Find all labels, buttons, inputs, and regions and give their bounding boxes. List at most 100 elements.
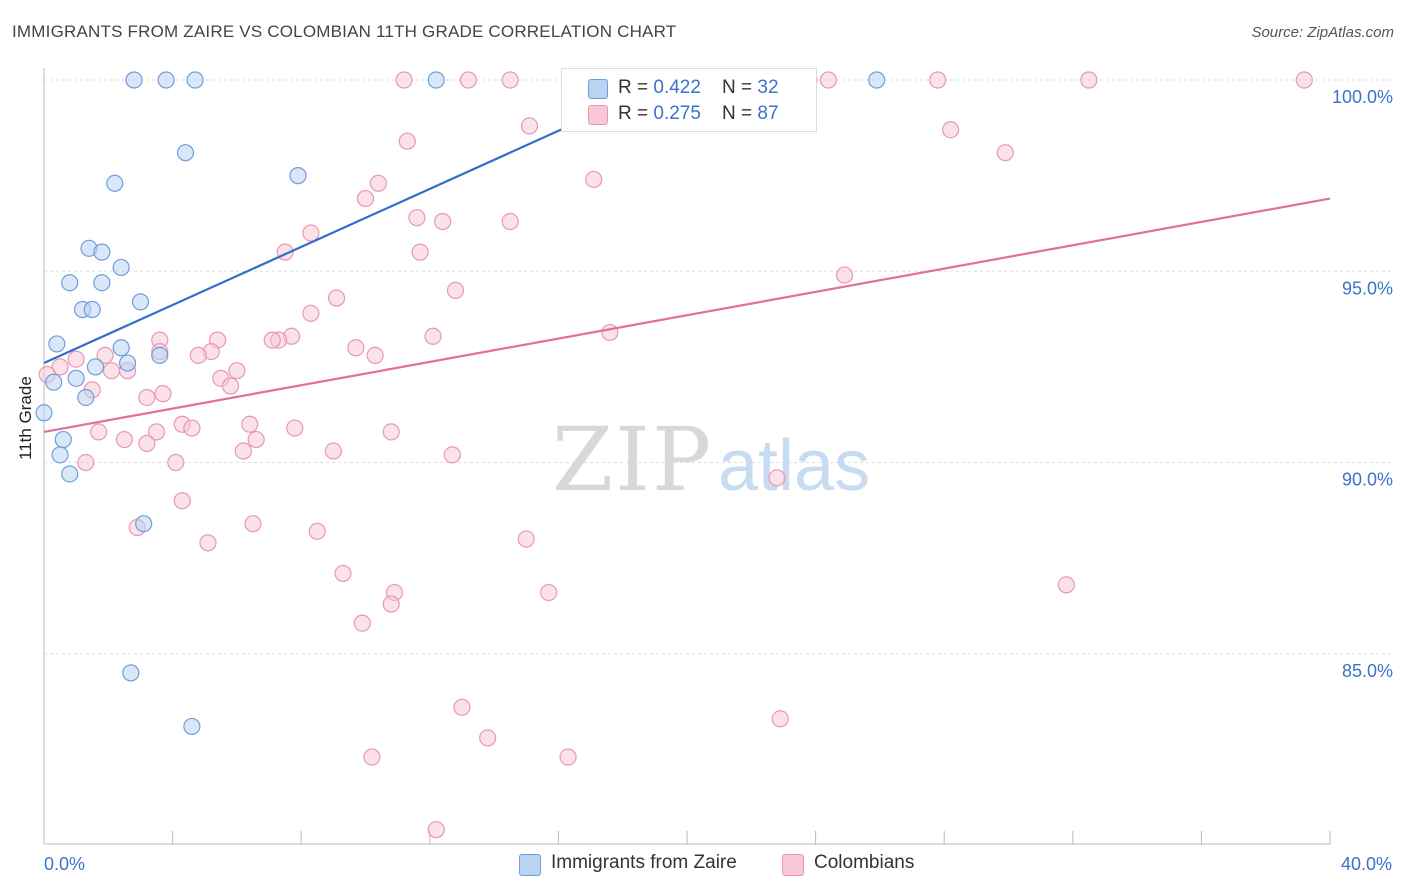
legend-box: R = 0.422 N = 32 R = 0.275 N = 87: [561, 68, 817, 132]
data-point: [424, 327, 442, 345]
data-point: [289, 167, 307, 185]
watermark-atlas: atlas: [718, 426, 870, 506]
data-point: [353, 614, 371, 632]
data-point: [263, 331, 281, 349]
data-point: [1295, 71, 1313, 89]
data-point: [186, 71, 204, 89]
data-point: [157, 71, 175, 89]
data-point: [302, 224, 320, 242]
y-tick-label: 95.0%: [1342, 278, 1393, 298]
data-point: [453, 698, 471, 716]
data-point: [167, 453, 185, 472]
legend-n-value: 87: [757, 103, 779, 124]
axes: [43, 68, 1331, 845]
data-point: [302, 304, 320, 322]
data-point: [96, 346, 114, 364]
data-point: [327, 289, 346, 307]
y-tick-label: 100.0%: [1332, 87, 1393, 107]
data-point: [176, 144, 195, 162]
data-point: [45, 373, 63, 391]
data-point: [286, 419, 304, 437]
legend-r-label: R =: [618, 103, 654, 124]
data-point: [67, 350, 85, 368]
data-point: [241, 415, 259, 433]
chart-source: Source: ZipAtlas.com: [1251, 24, 1394, 41]
data-point: [942, 121, 960, 139]
data-point: [122, 664, 140, 682]
data-point: [324, 442, 342, 460]
y-tick-label: 90.0%: [1342, 470, 1393, 490]
data-point: [835, 266, 854, 284]
data-point: [115, 430, 133, 449]
data-point: [382, 423, 400, 441]
data-point: [996, 144, 1014, 162]
bottom-legend-swatch-zaire: [519, 854, 541, 876]
legend-r-value: 0.422: [653, 77, 701, 98]
data-point: [601, 323, 619, 342]
data-point: [199, 534, 217, 552]
legend-swatch-zaire: [588, 79, 608, 99]
data-point: [427, 71, 445, 89]
legend-r-value: 0.275: [653, 103, 701, 124]
data-point: [61, 465, 79, 483]
data-point: [61, 274, 79, 292]
data-point: [48, 335, 66, 353]
data-point: [334, 564, 352, 583]
legend-swatch-colombians: [588, 105, 608, 125]
data-point: [395, 71, 413, 89]
bottom-legend-label-colombians: Colombians: [814, 852, 915, 873]
data-point: [131, 293, 150, 311]
data-point: [585, 170, 603, 189]
y-tick-label: 85.0%: [1342, 661, 1393, 681]
tick-labels: 100.0% 95.0% 90.0% 85.0% 0.0% 40.0%: [44, 87, 1393, 874]
data-point: [382, 595, 400, 613]
data-point: [540, 583, 558, 602]
data-point: [501, 212, 519, 231]
zaire-points: [35, 71, 886, 736]
data-point: [398, 132, 416, 150]
data-point: [446, 281, 465, 299]
data-point: [427, 821, 445, 839]
data-point: [183, 419, 201, 437]
data-point: [67, 369, 85, 387]
data-point: [138, 388, 156, 407]
data-point: [221, 377, 240, 395]
data-point: [106, 174, 124, 192]
legend-n-value: 32: [757, 77, 779, 98]
data-point: [234, 442, 252, 460]
data-point: [173, 492, 191, 510]
data-point: [308, 522, 326, 540]
data-point: [868, 71, 886, 89]
data-point: [443, 446, 461, 464]
data-point: [183, 717, 201, 736]
data-point: [434, 212, 452, 231]
colombians-points: [38, 71, 1313, 839]
data-point: [247, 430, 265, 449]
data-point: [112, 258, 130, 277]
x-tick-label: 40.0%: [1341, 854, 1392, 874]
bottom-legend-label-zaire: Immigrants from Zaire: [551, 852, 737, 873]
chart-title: IMMIGRANTS FROM ZAIRE VS COLOMBIAN 11TH …: [12, 22, 677, 41]
data-point: [459, 71, 477, 89]
data-point: [356, 189, 375, 208]
watermark-zip: ZIP: [552, 408, 713, 511]
bottom-legend-swatch-colombians: [782, 854, 804, 876]
watermark: ZIP atlas: [552, 408, 870, 511]
data-point: [77, 453, 95, 472]
data-point: [147, 423, 166, 441]
data-point: [520, 117, 539, 135]
data-point: [35, 404, 53, 422]
data-point: [51, 446, 69, 464]
data-point: [1057, 576, 1075, 594]
data-point: [408, 209, 426, 227]
data-point: [479, 729, 497, 747]
data-point: [559, 748, 577, 766]
data-point: [347, 339, 365, 357]
data-point: [151, 346, 169, 364]
x-tick-label: 0.0%: [44, 854, 85, 874]
legend-n-label: N =: [722, 77, 758, 98]
data-point: [77, 388, 95, 407]
legend-n-label: N =: [722, 103, 758, 124]
data-point: [929, 71, 947, 89]
